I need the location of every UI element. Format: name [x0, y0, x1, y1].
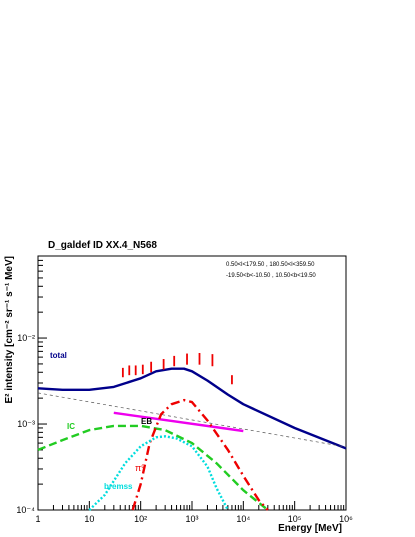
y-axis-label: E² intensity [cm⁻² sr⁻¹ s⁻¹ MeV] — [4, 256, 15, 404]
plot-frame — [37, 255, 347, 511]
x-tick-label: 10³ — [185, 514, 198, 524]
data-points — [121, 352, 233, 385]
x-tick-label: 1 — [35, 514, 40, 524]
y-tick-label: 10⁻³ — [17, 419, 35, 429]
curve-label-total: total — [50, 351, 67, 360]
x-tick-label: 10⁵ — [288, 514, 302, 524]
series-curves — [37, 367, 347, 511]
series-line-bremss — [88, 435, 229, 511]
x-tick-labels: 1 10 10² 10³ 10⁴ 10⁵ 10⁶ — [35, 514, 353, 524]
x-tick-label: 10² — [134, 514, 147, 524]
y-tick-label: 10⁻⁴ — [16, 505, 35, 515]
y-tick-labels: 10⁻⁴ 10⁻³ 10⁻² — [16, 333, 35, 515]
curve-label-bremss: bremss — [104, 482, 133, 491]
series-line-total — [37, 367, 347, 450]
x-tick-label: 10⁶ — [339, 514, 353, 524]
chart-title: D_galdef ID XX.4_N568 — [48, 240, 157, 251]
x-axis-label: Energy [MeV] — [278, 523, 342, 534]
axis-ticks — [37, 255, 347, 511]
x-tick-label: 10 — [84, 514, 94, 524]
region-line-1: 0.50<l<179.50 , 180.50<l<359.50 — [226, 262, 315, 268]
y-tick-label: 10⁻² — [17, 333, 35, 343]
series-line-reference — [37, 392, 347, 448]
series-line-ic — [37, 424, 269, 511]
series-line-eb — [113, 411, 244, 433]
curve-label-eb: EB — [141, 417, 152, 426]
curve-label-pi0: π⁰ — [135, 463, 145, 473]
region-line-2: -19.50<b<-10.50 , 10.50<b<19.50 — [226, 273, 316, 279]
x-tick-label: 10⁴ — [236, 514, 250, 524]
series-line-pi0 — [131, 398, 269, 511]
curve-label-ic: IC — [67, 422, 75, 431]
